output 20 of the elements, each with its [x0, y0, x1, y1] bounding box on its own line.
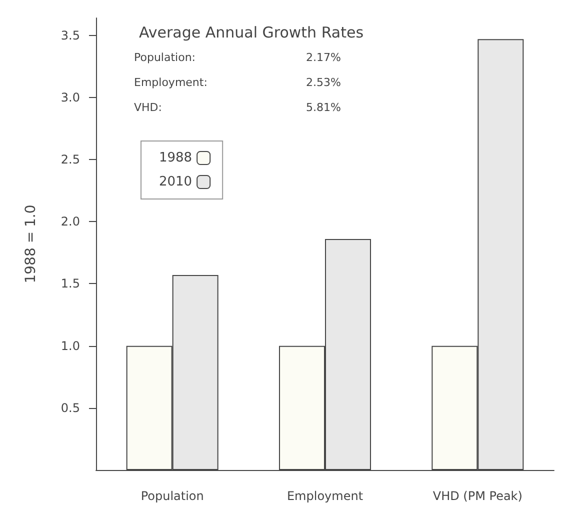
y-tick-label: 0.5 [60, 400, 80, 415]
annotation: 2.53% [306, 76, 341, 89]
annotation: Population: [134, 51, 196, 64]
chart-title: Average Annual Growth Rates [139, 24, 364, 42]
x-tick-label: Population [140, 489, 204, 503]
y-tick-label: 1.5 [60, 276, 80, 291]
y-tick-label: 1.0 [60, 338, 80, 353]
legend-label: 2010 [158, 174, 192, 190]
annotation: VHD: [134, 101, 162, 114]
y-tick-label: 3.5 [60, 28, 80, 42]
annotation: Employment: [134, 76, 208, 89]
x-tick-label: Employment [286, 489, 364, 503]
legend-label: 1988 [158, 150, 192, 166]
y-axis-title: 1988 = 1.0 [23, 204, 39, 284]
y-tick-label: 2.5 [60, 152, 80, 167]
annotation: 2.17% [306, 51, 341, 64]
annotation: 5.81% [306, 101, 341, 114]
x-tick-label: VHD (PM Peak) [432, 489, 522, 503]
y-tick-label: 3.0 [60, 90, 80, 104]
y-tick-label: 2.0 [60, 214, 80, 229]
